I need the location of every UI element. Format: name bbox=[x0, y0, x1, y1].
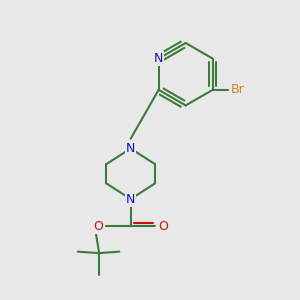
Text: O: O bbox=[158, 220, 168, 233]
Text: N: N bbox=[126, 193, 135, 206]
Text: Br: Br bbox=[230, 83, 244, 96]
Text: O: O bbox=[93, 220, 103, 233]
Text: N: N bbox=[126, 142, 135, 155]
Text: N: N bbox=[154, 52, 163, 65]
